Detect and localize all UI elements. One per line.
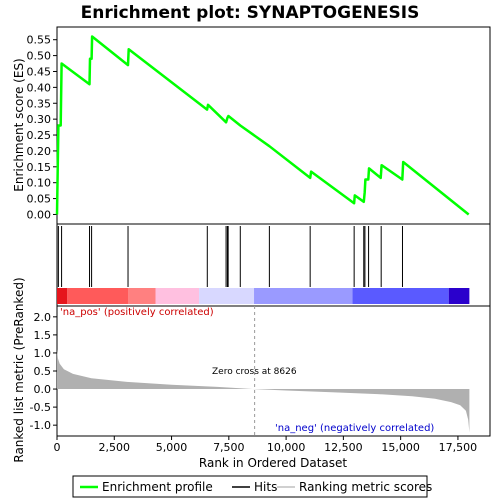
chart-title: Enrichment plot: SYNAPTOGENESIS (81, 3, 420, 23)
es-y-axis: 0.00 0.05 0.10 0.15 0.20 0.25 0.30 0.35 0.40 0.45… (27, 34, 57, 221)
heatmap-segment (448, 288, 470, 304)
metric-y-tick-label: 0.5 (34, 365, 52, 378)
zero-cross-label: Zero cross at 8626 (212, 367, 297, 377)
es-y-tick-label: 0.05 (27, 193, 52, 206)
es-y-tick-label: 0.55 (27, 34, 52, 47)
metric-x-axis: 0 2,500 5,000 7,500 10,000 12,500 15,000 17,500 (54, 436, 478, 454)
legend-metric-label: Ranking metric scores (299, 480, 432, 494)
legend-hits-label: Hits (254, 480, 277, 494)
es-y-tick-label: 0.35 (27, 97, 52, 110)
legend: Enrichment profile Hits Ranking metric s… (72, 475, 432, 498)
es-y-tick-label: 0.25 (27, 129, 52, 142)
enrichment-profile-line (55, 35, 470, 216)
negative-correlation-label: 'na_neg' (negatively correlated) (275, 423, 434, 434)
es-y-tick-label: 0.45 (27, 65, 52, 78)
es-y-tick-label: 0.40 (27, 81, 52, 94)
ranking-heatmap (57, 288, 470, 304)
heatmap-segment (128, 288, 156, 304)
metric-y-axis: -1.0 -0.5 0.0 0.5 1.0 1.5 2.0 (30, 311, 57, 432)
es-series (55, 35, 470, 216)
es-y-tick-label: 0.50 (27, 50, 52, 63)
metric-y-tick-label: 1.0 (34, 347, 52, 360)
es-y-tick-label: 0.10 (27, 177, 52, 190)
metric-x-axis-label: Rank in Ordered Dataset (199, 456, 347, 470)
heatmap-segment (199, 288, 255, 304)
metric-y-tick-label: -0.5 (30, 401, 51, 414)
metric-x-tick-label: 17,500 (439, 441, 478, 454)
metric-x-tick-label: 7,500 (213, 441, 245, 454)
heatmap-segment (67, 288, 129, 304)
es-y-tick-label: 0.00 (27, 208, 52, 221)
legend-enrichment-label: Enrichment profile (102, 480, 213, 494)
metric-x-tick-label: 12,500 (324, 441, 363, 454)
heatmap-segment (254, 288, 353, 304)
metric-x-tick-label: 5,000 (156, 441, 188, 454)
heatmap-segment (57, 288, 68, 304)
positive-correlation-label: 'na_pos' (positively correlated) (60, 307, 214, 318)
metric-area (57, 306, 470, 436)
es-y-tick-label: 0.30 (27, 113, 52, 126)
metric-y-tick-label: 2.0 (34, 311, 52, 324)
metric-x-tick-label: 10,000 (267, 441, 306, 454)
metric-y-axis-label: Ranked list metric (PreRanked) (12, 277, 26, 462)
es-panel-frame (56, 26, 491, 225)
es-y-tick-label: 0.20 (27, 145, 52, 158)
metric-y-tick-label: -1.0 (30, 419, 51, 432)
es-y-tick-label: 0.15 (27, 161, 52, 174)
heatmap-segment (352, 288, 449, 304)
metric-x-tick-label: 2,500 (99, 441, 131, 454)
metric-x-tick-label: 0 (54, 441, 61, 454)
hits-marks (57, 226, 403, 287)
metric-fill (57, 349, 470, 433)
metric-y-tick-label: 1.5 (34, 329, 52, 342)
heatmap-segment (155, 288, 200, 304)
es-y-axis-label: Enrichment score (ES) (12, 58, 26, 191)
metric-x-tick-label: 15,000 (381, 441, 420, 454)
metric-y-tick-label: 0.0 (34, 383, 52, 396)
